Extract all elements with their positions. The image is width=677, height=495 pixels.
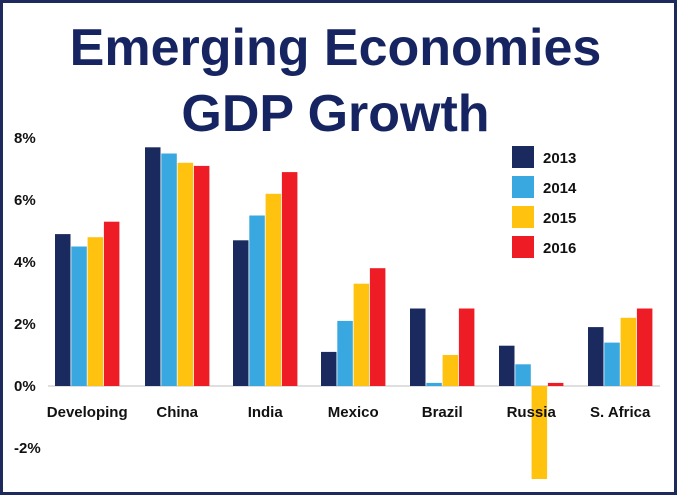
category-label: Brazil (422, 404, 463, 421)
bar-mexico-2015 (353, 283, 370, 386)
bar-china-2016 (193, 165, 210, 386)
bar-s-africa-2013 (588, 327, 604, 386)
bar-brazil-2013 (410, 308, 426, 386)
bar-china-2014 (161, 153, 177, 386)
bar-developing-2013 (55, 234, 71, 386)
bar-india-2013 (233, 240, 249, 386)
y-tick-label: 6% (14, 192, 36, 209)
bar-mexico-2014 (337, 320, 353, 386)
legend-swatch-2015 (512, 206, 534, 228)
bar-russia-2016 (547, 382, 564, 386)
bar-russia-2014 (515, 364, 531, 386)
bar-china-2015 (177, 162, 194, 386)
bars-group (55, 147, 653, 479)
legend-label-2013: 2013 (543, 150, 576, 167)
legend-label-2014: 2014 (543, 180, 577, 197)
y-tick-label: 4% (14, 254, 36, 271)
chart-title-line-1: Emerging Economies (69, 19, 602, 77)
bar-brazil-2014 (426, 382, 442, 386)
legend-label-2016: 2016 (543, 240, 576, 257)
bar-developing-2016 (103, 221, 120, 386)
category-label: Developing (47, 404, 128, 421)
legend-swatch-2016 (512, 236, 534, 258)
legend-swatch-2014 (512, 176, 534, 198)
y-tick-label: 8% (14, 130, 36, 147)
legend-swatch-2013 (512, 146, 534, 168)
y-tick-label: 2% (14, 316, 36, 333)
y-tick-label: 0% (14, 378, 36, 395)
bar-developing-2014 (71, 246, 87, 386)
bar-s-africa-2015 (620, 317, 637, 386)
bar-russia-2015 (531, 386, 548, 479)
bar-brazil-2015 (442, 355, 459, 386)
chart-title-line-2: GDP Growth (181, 85, 490, 143)
bar-brazil-2016 (458, 308, 475, 386)
category-label: China (156, 404, 198, 421)
bar-india-2015 (265, 193, 282, 386)
bar-russia-2013 (499, 345, 515, 386)
bar-india-2014 (249, 215, 265, 386)
category-label: India (248, 404, 284, 421)
bar-s-africa-2014 (604, 342, 620, 386)
legend: 2013 2014 2015 2016 (512, 146, 577, 258)
y-tick-label: -2% (14, 440, 41, 457)
legend-label-2015: 2015 (543, 210, 576, 227)
bar-india-2016 (281, 172, 298, 386)
category-label: Russia (507, 404, 557, 421)
bar-developing-2015 (87, 237, 104, 386)
bar-china-2013 (145, 147, 161, 386)
x-axis-labels: Developing China India Mexico Brazil Russia S.… (47, 404, 651, 421)
bar-mexico-2016 (369, 268, 386, 386)
bar-s-africa-2016 (636, 308, 653, 386)
bar-mexico-2013 (321, 351, 337, 386)
category-label: S. Africa (590, 404, 651, 421)
category-label: Mexico (328, 404, 379, 421)
